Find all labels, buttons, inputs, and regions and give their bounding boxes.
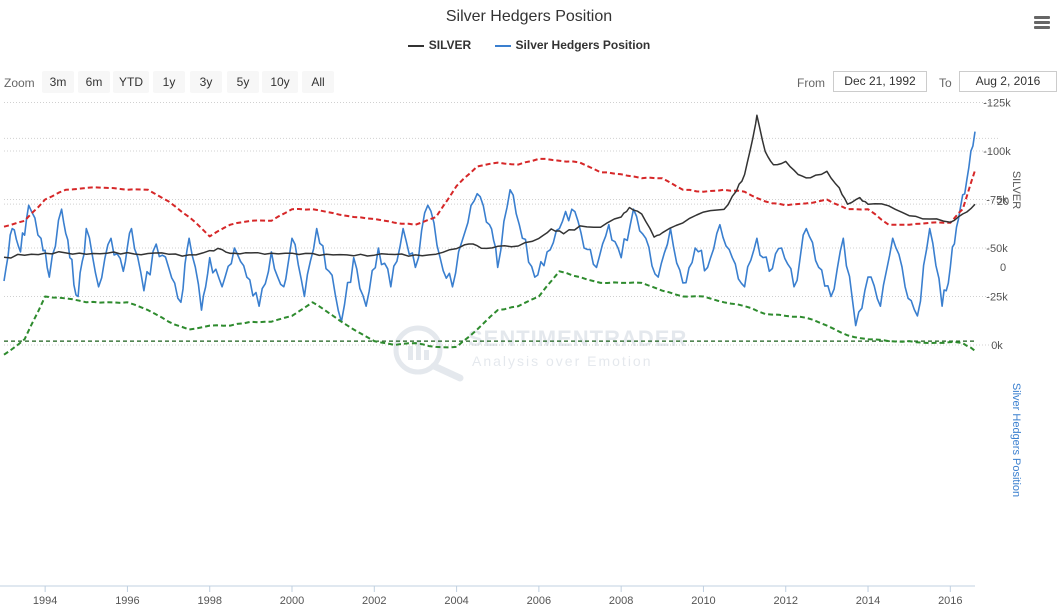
x-tick-label: 2012	[773, 595, 797, 607]
zoom-button-ytd[interactable]: YTD	[113, 71, 149, 93]
legend-swatch-hedgers	[494, 44, 511, 47]
bottom-axis-label: Silver Hedgers Position	[1010, 383, 1022, 497]
series-layer	[3, 114, 976, 356]
x-tick-label: 2004	[444, 595, 468, 607]
zoom-button-10y[interactable]: 10y	[262, 71, 298, 93]
x-tick-label: 2016	[938, 595, 962, 607]
x-tick-label: 1998	[197, 595, 221, 607]
top-axis-label: SILVER	[1010, 171, 1022, 209]
bottom-y-tick-label: -100k	[983, 146, 1011, 158]
zoom-button-3y[interactable]: 3y	[190, 71, 222, 93]
chart-title: Silver Hedgers Position	[445, 8, 613, 25]
series-line-lower-band	[3, 157, 976, 238]
range-to-input[interactable]	[959, 71, 1057, 92]
zoom-label: Zoom	[4, 76, 35, 90]
watermark-tagline: Analysis over Emotion	[472, 353, 653, 369]
range-from-label: From	[797, 76, 825, 90]
range-from-input[interactable]	[833, 71, 927, 92]
zoom-button-3m[interactable]: 3m	[42, 71, 74, 93]
range-to-label: To	[939, 76, 952, 90]
legend-item-silver[interactable]: SILVER	[407, 38, 472, 52]
bottom-y-tick-label: -25k	[986, 292, 1008, 304]
x-tick-label: 2006	[527, 595, 551, 607]
series-line-hedgers	[3, 131, 976, 327]
legend-swatch-silver	[407, 44, 424, 47]
series-line-silver	[3, 114, 976, 259]
legend: SILVER Silver Hedgers Position	[0, 38, 1058, 52]
bottom-y-tick-label: -125k	[983, 98, 1011, 110]
bottom-y-tick-label: -75k	[986, 195, 1008, 207]
legend-label-hedgers: Silver Hedgers Position	[515, 38, 651, 52]
bottom-y-tick-label: 0k	[991, 340, 1003, 352]
legend-item-hedgers[interactable]: Silver Hedgers Position	[494, 38, 651, 52]
x-tick-label: 2014	[856, 595, 880, 607]
legend-label-silver: SILVER	[428, 38, 472, 52]
x-tick-label: 2000	[280, 595, 304, 607]
x-tick-label: 2010	[691, 595, 715, 607]
x-tick-label: 1996	[115, 595, 139, 607]
top-y-tick-label: 0	[1000, 262, 1006, 274]
zoom-button-1y[interactable]: 1y	[153, 71, 185, 93]
series-line-upper-band	[3, 270, 976, 356]
bottom-y-tick-label: -50k	[986, 243, 1008, 255]
zoom-button-5y[interactable]: 5y	[227, 71, 259, 93]
axis-layer: 0 20 SILVER 0k -25k -50k -75k -100k -125k Silver …	[0, 98, 1022, 607]
hamburger-menu-icon[interactable]	[1034, 16, 1050, 30]
watermark-name: SENTIMENTRADER	[468, 326, 688, 351]
x-tick-label: 1994	[33, 595, 57, 607]
watermark-logo-icon	[393, 325, 464, 382]
top-y-tick-label: 20	[997, 196, 1009, 208]
zoom-button-all[interactable]: All	[302, 71, 334, 93]
watermark: SENTIMENTRADER Analysis over Emotion	[390, 322, 686, 387]
top-panel-grid	[4, 137, 1000, 205]
x-tick-label: 2008	[609, 595, 633, 607]
zoom-button-6m[interactable]: 6m	[78, 71, 110, 93]
x-tick-label: 2002	[362, 595, 386, 607]
bottom-panel-grid	[4, 102, 1000, 346]
